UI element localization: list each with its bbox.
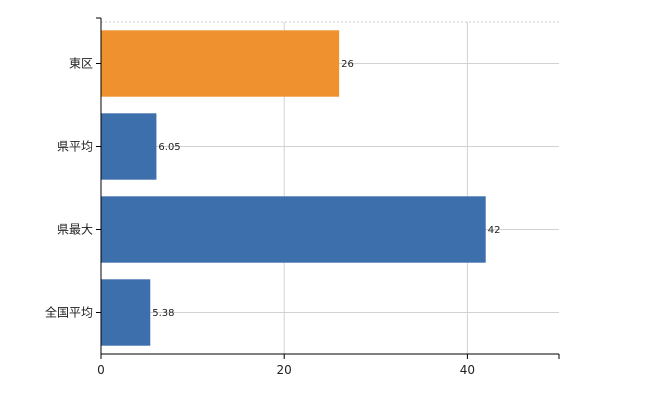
bar <box>101 279 151 346</box>
y-tick-label: 全国平均 <box>45 305 93 320</box>
y-tick-label: 東区 <box>69 57 93 71</box>
bar <box>101 113 157 180</box>
y-tick-label: 県平均 <box>57 140 93 154</box>
data-label: 42 <box>488 225 501 236</box>
y-tick-label: 県最大 <box>57 223 93 237</box>
x-tick-label: 20 <box>277 363 292 377</box>
data-label: 5.38 <box>152 308 174 319</box>
x-tick-label: 40 <box>460 363 475 377</box>
bar <box>101 30 340 97</box>
data-label: 26 <box>341 59 354 70</box>
x-tick-label: 0 <box>97 363 105 377</box>
bar <box>101 196 486 263</box>
data-label: 6.05 <box>158 142 180 153</box>
